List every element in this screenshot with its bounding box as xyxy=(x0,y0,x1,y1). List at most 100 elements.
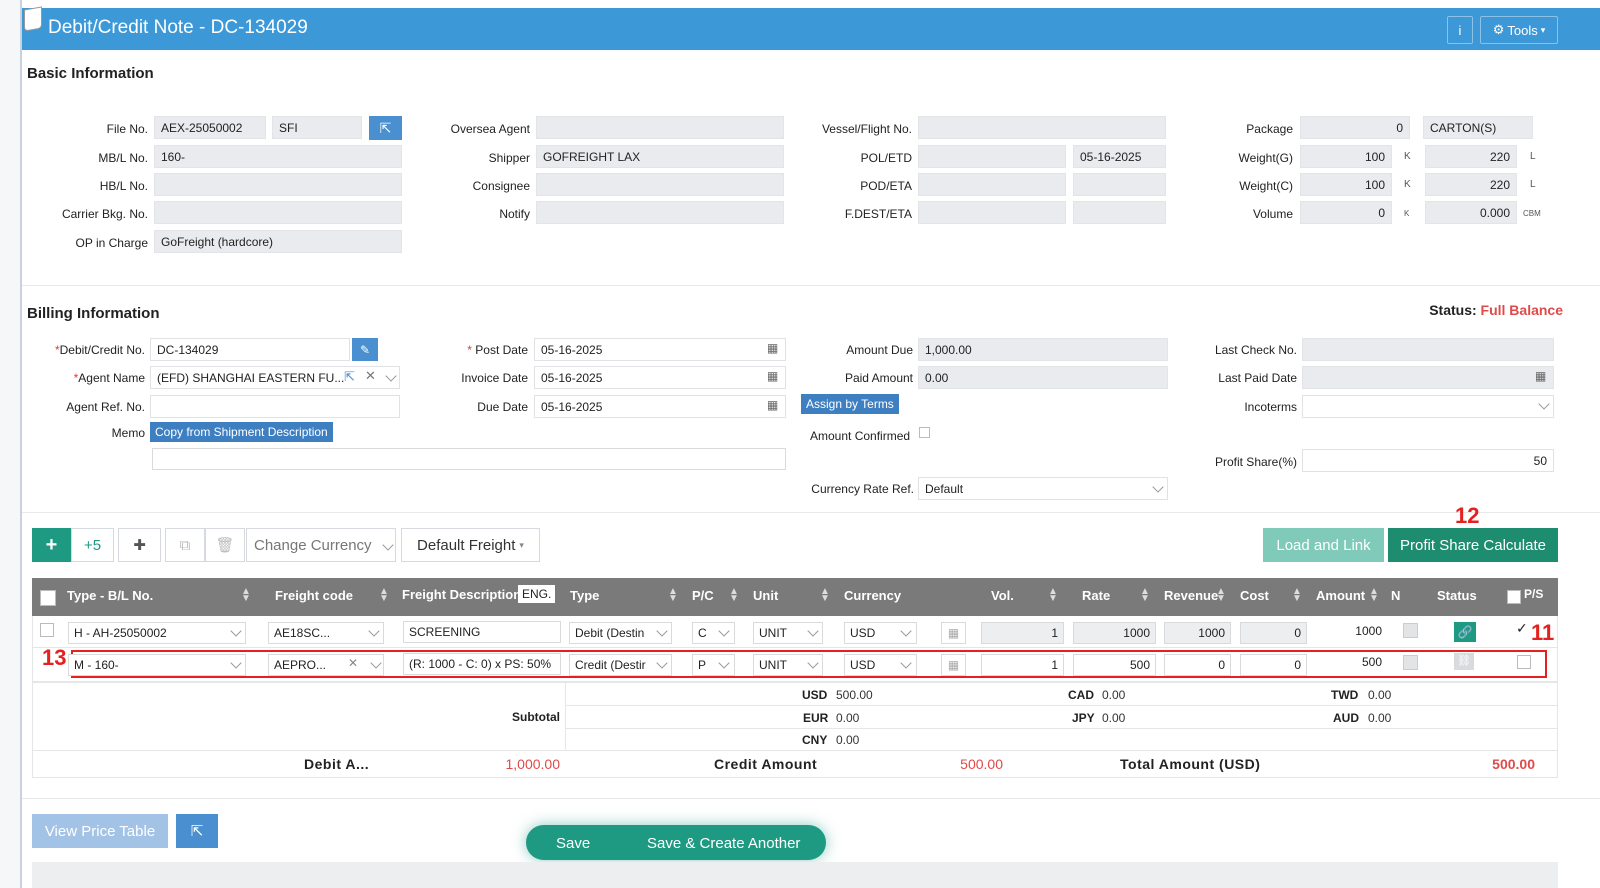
col-type2[interactable]: Type xyxy=(570,588,600,603)
oversea-field[interactable] xyxy=(536,116,784,139)
row-code-select[interactable]: AEPRO... xyxy=(268,654,384,676)
consignee-field[interactable] xyxy=(536,173,784,196)
package-unit-field[interactable]: CARTON(S) xyxy=(1423,116,1533,139)
delete-row-button[interactable]: 🗑 xyxy=(205,528,245,562)
row-rate[interactable]: 500 xyxy=(1073,654,1156,676)
row-type-select[interactable]: M - 160- xyxy=(68,654,246,676)
col-cost[interactable]: Cost xyxy=(1240,588,1269,603)
col-status[interactable]: Status xyxy=(1437,588,1477,603)
col-freight-code[interactable]: Freight code xyxy=(275,588,354,603)
table-row[interactable] xyxy=(32,616,1558,648)
volume-cbm-field[interactable]: 0.000 xyxy=(1425,201,1517,224)
row-code-select[interactable]: AE18SC... xyxy=(268,622,384,644)
sort-icon[interactable]: ▲ ▼ xyxy=(379,586,389,604)
add-multi-button[interactable]: ✚ xyxy=(118,528,161,562)
row-type-select[interactable]: H - AH-25050002 xyxy=(68,622,246,644)
row-currency-select[interactable]: USD xyxy=(844,622,917,644)
col-rate[interactable]: Rate xyxy=(1082,588,1111,603)
sort-icon[interactable]: ▲ ▼ xyxy=(668,586,678,604)
row-vol[interactable]: 1 xyxy=(981,654,1064,676)
row-vol[interactable]: 1 xyxy=(981,622,1064,644)
op-field[interactable]: GoFreight (hardcore) xyxy=(154,230,402,253)
row-dc-select[interactable]: Credit (Destir xyxy=(569,654,672,676)
row-n-checkbox[interactable] xyxy=(1403,623,1418,638)
sort-icon[interactable]: ▲ ▼ xyxy=(1048,586,1058,604)
mbl-field[interactable]: 160- xyxy=(154,145,402,168)
calendar-icon[interactable]: ▦ xyxy=(767,369,779,383)
etd-field[interactable]: 05-16-2025 xyxy=(1073,145,1166,168)
rate-ref-select[interactable]: Default xyxy=(918,477,1168,500)
load-and-link-button[interactable]: Load and Link xyxy=(1263,528,1384,562)
sort-icon[interactable]: ▲ ▼ xyxy=(1140,586,1150,604)
dc-no-field[interactable]: DC-134029 xyxy=(150,338,350,361)
calculator-icon[interactable]: ▦ xyxy=(941,654,966,676)
add-five-button[interactable]: +5 xyxy=(71,528,114,562)
amount-confirmed-checkbox[interactable] xyxy=(919,427,930,438)
col-description[interactable]: Freight Description xyxy=(402,587,522,602)
lang-badge[interactable]: ENG. xyxy=(518,585,556,603)
sort-icon[interactable]: ▲ ▼ xyxy=(1216,586,1226,604)
col-currency[interactable]: Currency xyxy=(844,588,902,603)
clear-icon[interactable]: ✕ xyxy=(348,656,359,670)
sort-icon[interactable]: ▲ ▼ xyxy=(1292,586,1302,604)
notify-field[interactable] xyxy=(536,201,784,224)
row-description[interactable]: SCREENING xyxy=(403,621,561,643)
carrier-field[interactable] xyxy=(154,201,402,224)
sort-icon[interactable]: ▲ ▼ xyxy=(729,586,739,604)
pod-field[interactable] xyxy=(918,173,1066,196)
bookmark-icon[interactable] xyxy=(24,6,42,32)
calendar-icon[interactable]: ▦ xyxy=(767,341,779,355)
export-button[interactable]: ⇱ xyxy=(176,814,218,848)
col-amount[interactable]: Amount xyxy=(1316,588,1366,603)
eta-field[interactable] xyxy=(1073,173,1166,196)
fdest-eta-field[interactable] xyxy=(1073,201,1166,224)
row-cost[interactable]: 0 xyxy=(1240,654,1307,676)
assign-by-terms-button[interactable]: Assign by Terms xyxy=(801,394,899,414)
vessel-field[interactable] xyxy=(918,116,1166,139)
profit-share-calculate-button[interactable]: Profit Share Calculate xyxy=(1388,528,1558,562)
open-file-button[interactable]: ⇱ xyxy=(369,116,402,140)
save-create-another-button[interactable]: Save & Create Another xyxy=(647,835,801,852)
weightg-k-field[interactable]: 100 xyxy=(1300,145,1392,168)
row-currency-select[interactable]: USD xyxy=(844,654,917,676)
row-revenue[interactable]: 1000 xyxy=(1164,622,1231,644)
due-date-field[interactable]: 05-16-2025 xyxy=(534,395,786,418)
col-pc[interactable]: P/C xyxy=(692,588,714,603)
profit-share-field[interactable]: 50 xyxy=(1302,449,1554,472)
file-sfi-field[interactable]: SFI xyxy=(272,116,362,139)
copy-row-button[interactable]: ⧉ xyxy=(165,528,205,562)
ps-all-checkbox[interactable] xyxy=(1507,590,1521,604)
post-date-field[interactable]: 05-16-2025 xyxy=(534,338,786,361)
copy-description-button[interactable]: Copy from Shipment Description xyxy=(150,422,333,442)
col-vol[interactable]: Vol. xyxy=(991,588,1014,603)
change-currency-button[interactable]: Change Currency xyxy=(246,528,396,562)
col-revenue[interactable]: Revenue xyxy=(1164,588,1219,603)
row-revenue[interactable]: 0 xyxy=(1164,654,1231,676)
row-unit-select[interactable]: UNIT xyxy=(753,654,823,676)
col-n[interactable]: N xyxy=(1391,588,1401,603)
info-button[interactable]: i xyxy=(1447,16,1473,44)
edit-dc-button[interactable]: ✎ xyxy=(352,338,378,361)
sort-icon[interactable]: ▲ ▼ xyxy=(1369,586,1379,604)
sort-icon[interactable]: ▲ ▼ xyxy=(820,586,830,604)
package-field[interactable]: 0 xyxy=(1300,116,1410,139)
row-checkbox[interactable] xyxy=(40,623,54,637)
row-pc-select[interactable]: P xyxy=(692,654,735,676)
save-button[interactable]: Save xyxy=(556,835,591,852)
hbl-field[interactable] xyxy=(154,173,402,196)
row-cost[interactable]: 0 xyxy=(1240,622,1307,644)
row-pc-select[interactable]: C xyxy=(692,622,735,644)
row-rate[interactable]: 1000 xyxy=(1073,622,1156,644)
calculator-icon[interactable]: ▦ xyxy=(941,622,966,644)
col-ps[interactable]: P/S xyxy=(1524,587,1544,601)
ps-checkbox[interactable] xyxy=(1517,655,1531,669)
fdest-field[interactable] xyxy=(918,201,1066,224)
unlink-icon[interactable]: ⛓ xyxy=(1454,653,1474,670)
shipper-field[interactable]: GOFREIGHT LAX xyxy=(536,145,784,168)
pol-field[interactable] xyxy=(918,145,1066,168)
volume-k-field[interactable]: 0 xyxy=(1300,201,1392,224)
col-unit[interactable]: Unit xyxy=(753,588,779,603)
incoterms-select[interactable] xyxy=(1302,395,1554,418)
weightc-k-field[interactable]: 100 xyxy=(1300,173,1392,196)
select-all-checkbox[interactable] xyxy=(40,590,56,606)
